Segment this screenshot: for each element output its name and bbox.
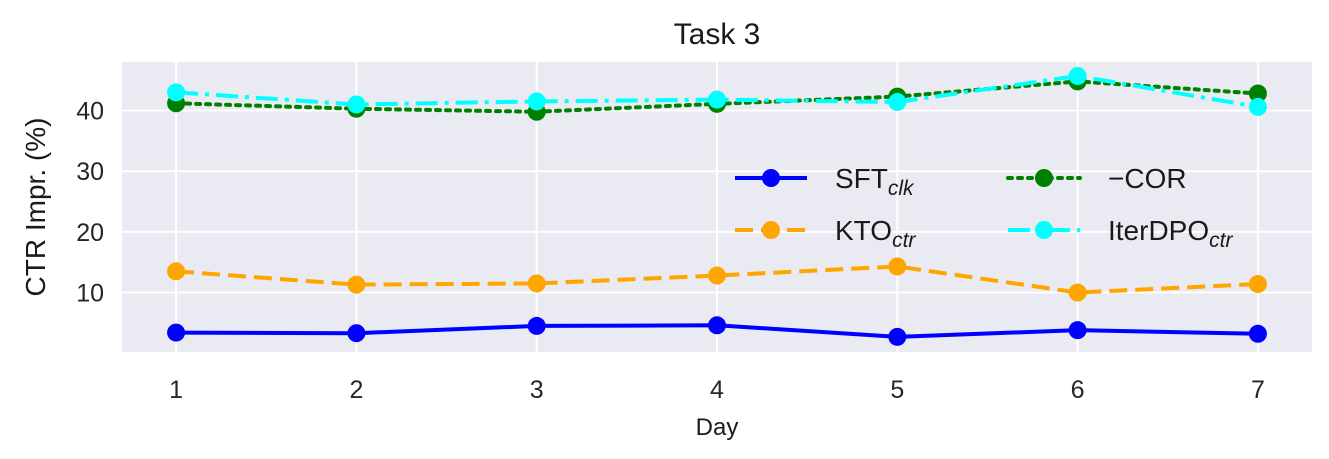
x-axis-label: Day	[696, 414, 739, 441]
series-2	[167, 257, 1267, 302]
legend-label-subscript: clk	[888, 177, 915, 200]
legend-label-main: KTO	[835, 215, 892, 246]
data-point	[167, 262, 186, 281]
legend-label-subscript: ctr	[892, 229, 916, 252]
data-point	[708, 316, 726, 335]
data-point	[888, 327, 907, 346]
legend-marker	[762, 221, 780, 239]
y-axis-label: CTR Impr. (%)	[20, 118, 51, 297]
legend-item: IterDPOctr	[1008, 215, 1233, 252]
x-tick-label: 2	[349, 376, 363, 404]
series-4	[167, 66, 1267, 116]
data-point	[167, 83, 186, 102]
y-tick-label: 30	[76, 158, 104, 186]
legend-label: KTOctr	[835, 215, 916, 252]
legend-marker	[1035, 221, 1053, 239]
data-point	[527, 92, 546, 111]
legend-marker	[1035, 169, 1053, 187]
legend-label-subscript: ctr	[1209, 229, 1233, 252]
tick-labels: 1 2 3 4 5 6 7 10 20 30 40	[76, 98, 1265, 404]
legend-item: −COR	[1006, 163, 1187, 194]
chart-title: Task 3	[674, 18, 761, 51]
legend-item: SFTclk	[735, 163, 915, 200]
legend-label: IterDPOctr	[1108, 215, 1233, 252]
data-point	[1248, 84, 1267, 103]
legend-label: SFTclk	[835, 163, 915, 200]
x-tick-label: 6	[1071, 376, 1085, 404]
data-point	[1248, 275, 1267, 294]
data-point	[347, 95, 366, 114]
data-point	[1068, 283, 1087, 302]
data-point	[888, 257, 907, 276]
y-tick-label: 20	[76, 219, 104, 247]
legend-label-main: −COR	[1108, 163, 1187, 194]
data-point	[527, 274, 546, 293]
legend-item: KTOctr	[735, 215, 916, 252]
legend-marker	[762, 169, 780, 187]
y-tick-label: 10	[76, 280, 104, 308]
data-point	[527, 316, 546, 335]
data-point	[708, 90, 726, 109]
data-point	[347, 324, 366, 343]
data-point	[347, 275, 366, 294]
legend-label-main: IterDPO	[1108, 215, 1209, 246]
x-tick-label: 5	[890, 376, 904, 404]
data-point	[167, 323, 186, 342]
series-1	[167, 316, 1267, 346]
data-point	[1248, 324, 1267, 343]
data-point	[1248, 97, 1267, 116]
y-tick-label: 40	[76, 98, 104, 126]
data-point	[1068, 321, 1087, 340]
x-tick-label: 3	[530, 376, 544, 404]
x-tick-label: 7	[1251, 376, 1265, 404]
data-point	[1068, 66, 1087, 85]
x-tick-label: 1	[169, 376, 183, 404]
x-tick-label: 4	[710, 376, 724, 404]
series-layer	[167, 66, 1267, 346]
data-point	[708, 266, 726, 285]
legend-label-main: SFT	[835, 163, 888, 194]
data-point	[888, 93, 907, 112]
legend-label: −COR	[1108, 163, 1187, 194]
